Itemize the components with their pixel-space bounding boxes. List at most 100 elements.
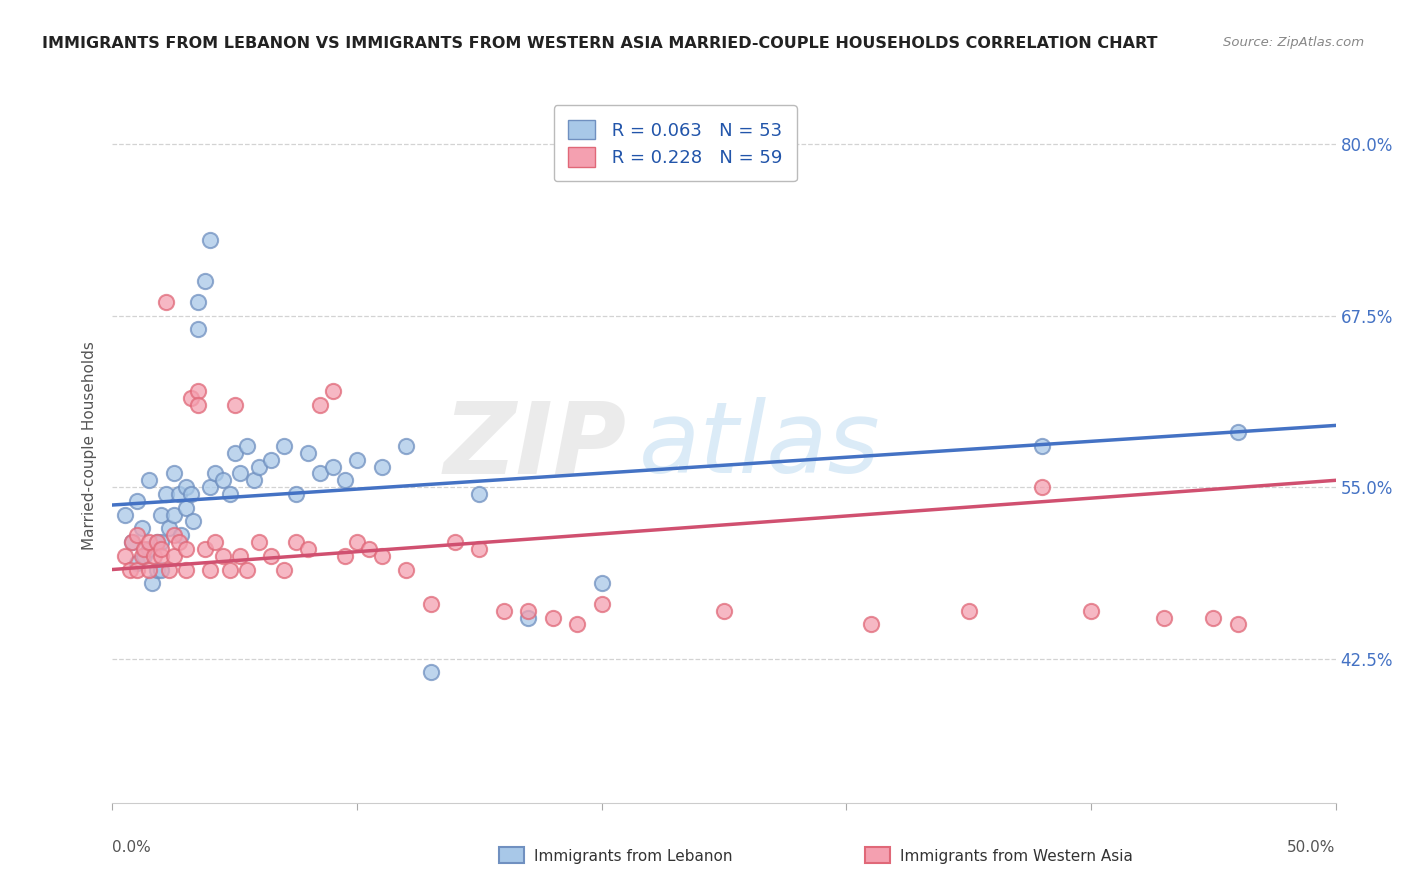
Point: [370, 459, 392, 474]
Point: [125, 562, 148, 576]
Point: [260, 549, 283, 563]
Point: [309, 398, 332, 412]
Point: [174, 480, 197, 494]
Point: [150, 541, 173, 556]
Point: [114, 549, 136, 563]
Point: [284, 487, 308, 501]
Point: [346, 535, 368, 549]
Point: [247, 459, 270, 474]
Point: [163, 508, 186, 522]
Point: [236, 439, 259, 453]
Point: [273, 439, 295, 453]
Point: [1031, 480, 1053, 494]
Y-axis label: Married-couple Households: Married-couple Households: [82, 342, 97, 550]
Point: [187, 322, 209, 336]
Point: [204, 467, 226, 481]
Text: Immigrants from Western Asia: Immigrants from Western Asia: [900, 849, 1133, 863]
Point: [131, 521, 153, 535]
Point: [145, 535, 167, 549]
Point: [163, 549, 186, 563]
Point: [138, 473, 160, 487]
Point: [541, 610, 564, 624]
Point: [346, 452, 368, 467]
Point: [444, 535, 467, 549]
Point: [1226, 425, 1249, 440]
Point: [228, 467, 250, 481]
Text: atlas: atlas: [638, 398, 880, 494]
Point: [322, 384, 344, 398]
Point: [333, 549, 356, 563]
Point: [118, 562, 141, 576]
Point: [187, 384, 209, 398]
Point: [1080, 604, 1102, 618]
Point: [134, 549, 156, 563]
Point: [273, 562, 295, 576]
Point: [167, 487, 190, 501]
Point: [145, 535, 167, 549]
Point: [150, 508, 173, 522]
Point: [224, 398, 246, 412]
Point: [155, 294, 177, 309]
Point: [309, 467, 332, 481]
Point: [157, 562, 180, 576]
Text: ZIP: ZIP: [443, 398, 626, 494]
Point: [125, 528, 148, 542]
Point: [163, 528, 186, 542]
Point: [194, 274, 217, 288]
Text: Immigrants from Lebanon: Immigrants from Lebanon: [534, 849, 733, 863]
Point: [859, 617, 882, 632]
Point: [157, 521, 180, 535]
Point: [260, 452, 283, 467]
Point: [236, 562, 259, 576]
Point: [174, 562, 197, 576]
Point: [114, 508, 136, 522]
Point: [219, 562, 242, 576]
Point: [174, 500, 197, 515]
Point: [591, 576, 613, 591]
Point: [134, 541, 156, 556]
Point: [211, 473, 233, 487]
Point: [395, 439, 418, 453]
Point: [224, 446, 246, 460]
Point: [247, 535, 270, 549]
Point: [322, 459, 344, 474]
Text: Source: ZipAtlas.com: Source: ZipAtlas.com: [1223, 36, 1364, 49]
Point: [181, 515, 204, 529]
Point: [163, 467, 186, 481]
Point: [180, 487, 202, 501]
Point: [180, 391, 202, 405]
Point: [228, 549, 250, 563]
Point: [150, 535, 173, 549]
Point: [370, 549, 392, 563]
Point: [419, 665, 441, 680]
Point: [167, 535, 190, 549]
Bar: [499, 847, 524, 863]
Point: [243, 473, 266, 487]
Point: [1226, 617, 1249, 632]
Point: [145, 562, 167, 576]
Legend:  R = 0.063   N = 53,  R = 0.228   N = 59: R = 0.063 N = 53, R = 0.228 N = 59: [554, 105, 797, 181]
Point: [297, 446, 319, 460]
Point: [150, 562, 173, 576]
Point: [297, 541, 319, 556]
Point: [187, 294, 209, 309]
Point: [143, 549, 166, 563]
Point: [359, 541, 381, 556]
Point: [211, 549, 233, 563]
Point: [419, 597, 441, 611]
Point: [517, 604, 540, 618]
Point: [174, 541, 197, 556]
Point: [204, 535, 226, 549]
Point: [219, 487, 242, 501]
Text: IMMIGRANTS FROM LEBANON VS IMMIGRANTS FROM WESTERN ASIA MARRIED-COUPLE HOUSEHOLD: IMMIGRANTS FROM LEBANON VS IMMIGRANTS FR…: [42, 36, 1157, 51]
Point: [125, 494, 148, 508]
Point: [200, 480, 222, 494]
Point: [1153, 610, 1175, 624]
Point: [155, 487, 177, 501]
Point: [284, 535, 308, 549]
Point: [200, 233, 222, 247]
Text: 50.0%: 50.0%: [1288, 840, 1336, 855]
Point: [395, 562, 418, 576]
Point: [1031, 439, 1053, 453]
Point: [591, 597, 613, 611]
